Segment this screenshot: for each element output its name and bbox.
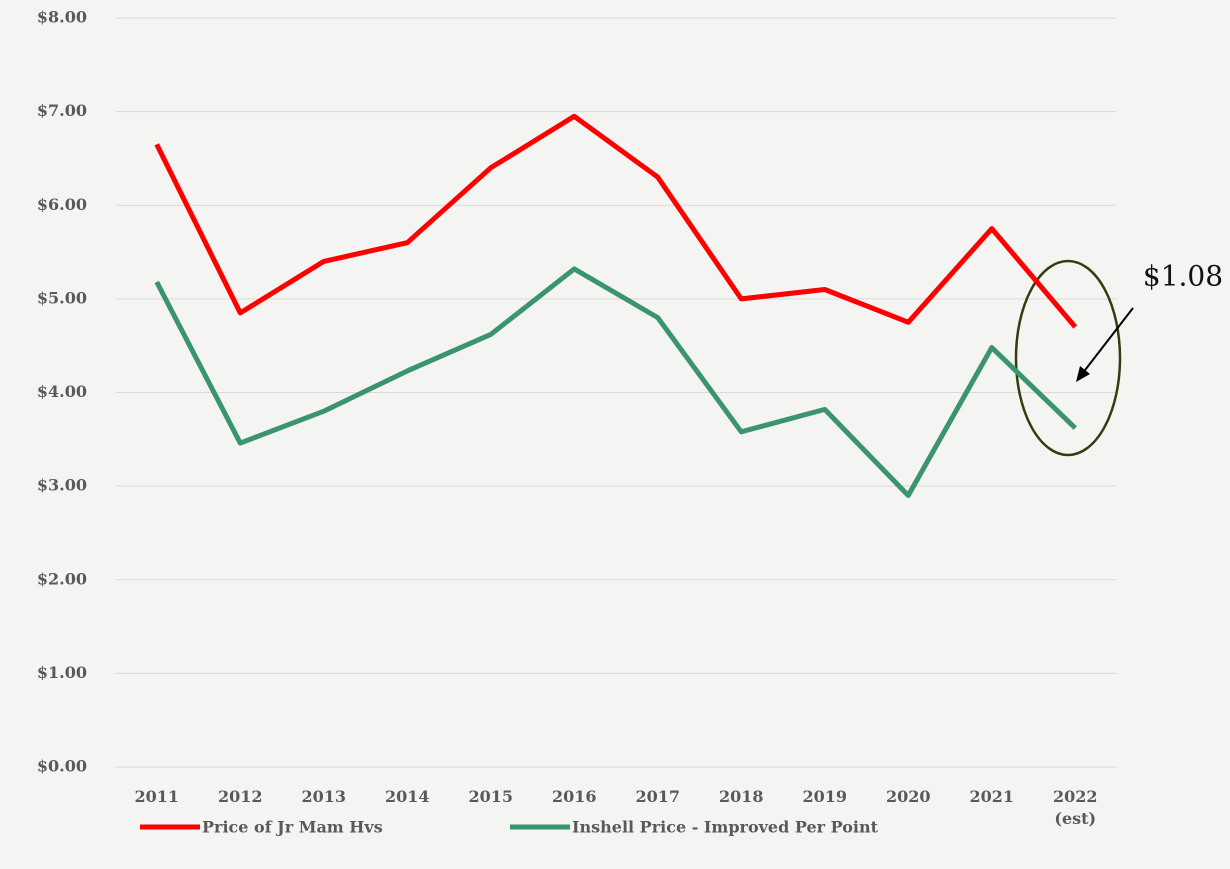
x-tick-label: 2012: [217, 787, 263, 806]
x-tick-label: 2021: [969, 787, 1015, 806]
x-tick-label: 2014: [384, 787, 430, 806]
y-tick-label: $6.00: [37, 195, 87, 214]
series-line: [154, 113, 1078, 329]
x-tick-label: 2011: [134, 787, 180, 806]
series-line: [154, 266, 1077, 498]
x-tick-label: 2022 (est): [1052, 787, 1098, 828]
y-tick-label: $1.00: [37, 663, 87, 682]
annotation: $1.08: [1143, 260, 1223, 293]
y-tick-label: $5.00: [37, 288, 87, 307]
x-tick-label: 2018: [718, 787, 764, 806]
y-tick-label: $2.00: [37, 569, 87, 588]
y-tick-label: $0.00: [37, 757, 87, 776]
x-tick-label: 2015: [468, 787, 514, 806]
x-tick-label: 2013: [301, 787, 347, 806]
y-tick-label: $3.00: [37, 476, 87, 495]
x-tick-label: 2016: [551, 787, 597, 806]
arrow-head: [1076, 366, 1090, 382]
x-tick-label: 2020: [885, 787, 931, 806]
y-tick-label: $8.00: [37, 8, 87, 27]
highlight-ellipse: [1014, 259, 1122, 457]
x-tick-label: 2017: [635, 787, 681, 806]
legend-label: Price of Jr Mam Hvs: [202, 818, 383, 837]
x-tick-label: 2019: [802, 787, 848, 806]
y-tick-label: $4.00: [37, 382, 87, 401]
arrow-line: [1081, 307, 1134, 375]
legend-label: Inshell Price - Improved Per Point: [572, 818, 879, 837]
y-tick-label: $7.00: [37, 101, 87, 120]
